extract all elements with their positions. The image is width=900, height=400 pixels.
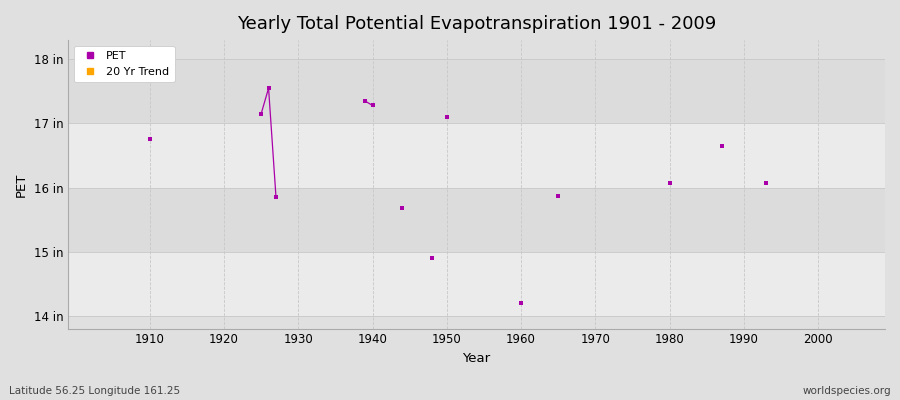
Point xyxy=(395,205,410,211)
Bar xyxy=(68,124,885,188)
Legend: PET, 20 Yr Trend: PET, 20 Yr Trend xyxy=(74,46,175,82)
Point xyxy=(254,111,268,117)
Point xyxy=(365,102,380,109)
X-axis label: Year: Year xyxy=(463,352,491,365)
Text: Latitude 56.25 Longitude 161.25: Latitude 56.25 Longitude 161.25 xyxy=(9,386,180,396)
Point xyxy=(662,180,677,186)
Bar xyxy=(68,188,885,252)
Point xyxy=(551,193,565,199)
Title: Yearly Total Potential Evapotranspiration 1901 - 2009: Yearly Total Potential Evapotranspiratio… xyxy=(237,15,716,33)
Point xyxy=(759,180,773,186)
Point xyxy=(358,98,373,104)
Point xyxy=(142,136,157,143)
Point xyxy=(439,114,454,120)
Text: worldspecies.org: worldspecies.org xyxy=(803,386,891,396)
Point xyxy=(425,255,439,261)
Bar xyxy=(68,59,885,124)
Bar xyxy=(68,252,885,316)
Point xyxy=(269,194,284,200)
Point xyxy=(715,143,729,149)
Point xyxy=(261,85,275,91)
Y-axis label: PET: PET xyxy=(15,172,28,196)
Point xyxy=(76,74,90,80)
Point xyxy=(514,300,528,306)
